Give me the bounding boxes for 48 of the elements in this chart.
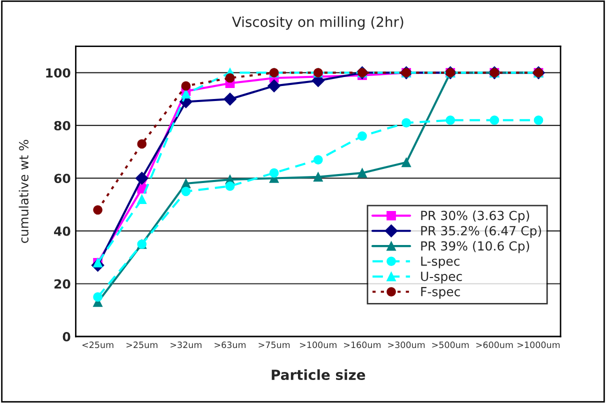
point (358, 168, 367, 178)
y-tick-label: 20 (54, 279, 70, 289)
point (181, 81, 191, 91)
legend-label: F-spec (421, 287, 460, 299)
legend-label: PR 30% (3.63 Cp) (421, 210, 530, 223)
point (224, 92, 236, 106)
x-tick-label: >75um (258, 342, 290, 348)
y-axis-title: cumulative wt % (18, 140, 28, 243)
point (402, 158, 411, 168)
point (313, 172, 323, 182)
x-tick-label: <25um (82, 342, 114, 348)
x-axis-title: Particle size (272, 369, 366, 380)
point (446, 116, 456, 125)
legend-label: PR 35.2% (6.47 Cp) (421, 226, 542, 238)
point (534, 116, 544, 125)
point (225, 181, 235, 191)
point (269, 168, 279, 178)
x-tick-label: >1000um (518, 342, 560, 348)
x-tick-label: >300um (388, 342, 425, 348)
point (402, 118, 411, 128)
x-tick-label: >600um (476, 342, 513, 348)
y-tick-label: 40 (54, 226, 70, 236)
point (93, 292, 102, 302)
legend-label: U-spec (421, 272, 462, 284)
y-tick-label: 60 (54, 174, 70, 184)
x-tick-label: >63um (214, 342, 246, 348)
x-tick-label: >25um (126, 342, 158, 348)
point (137, 194, 147, 204)
point (135, 172, 148, 185)
y-tick-label: 100 (46, 68, 70, 78)
y-tick-label: 80 (54, 120, 70, 130)
chart-title: Viscosity on milling (2hr) (232, 16, 404, 30)
x-tick-label: >100um (300, 342, 336, 348)
legend-label: L-spec (421, 256, 460, 268)
x-tick-label: >32um (170, 342, 202, 348)
point (137, 139, 147, 149)
legend-label: PR 39% (10.6 Cp) (421, 240, 530, 254)
x-tick-label: >160um (344, 342, 381, 348)
point (93, 205, 102, 215)
x-tick-label: >500um (432, 342, 469, 348)
point (490, 116, 500, 125)
point (313, 155, 323, 164)
y-tick-label: 0 (62, 332, 70, 342)
point (181, 89, 191, 99)
point (181, 186, 191, 196)
point (358, 131, 367, 141)
point (225, 73, 235, 83)
point (268, 80, 280, 92)
